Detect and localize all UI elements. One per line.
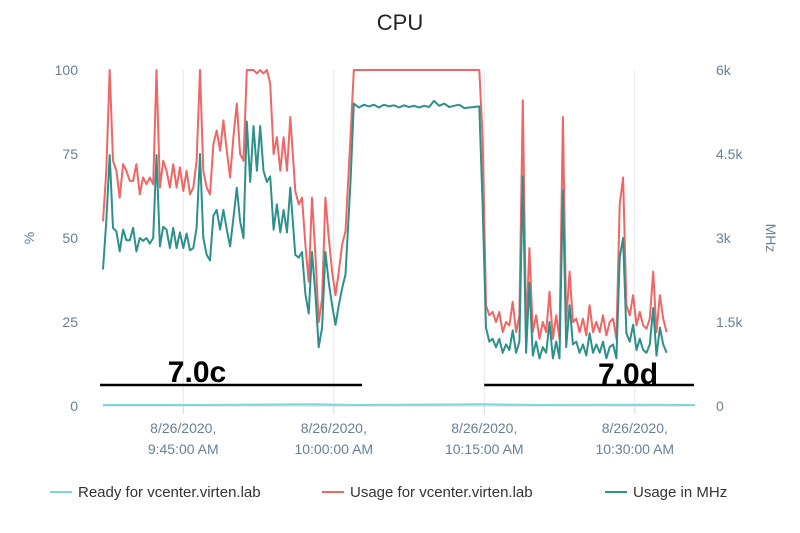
right-axis-title: MHz [763, 224, 779, 253]
legend-label: Ready for vcenter.virten.lab [78, 484, 261, 501]
legend-label: Usage for vcenter.virten.lab [350, 484, 533, 501]
series-line-3 [102, 99, 668, 360]
x-tick-label: 10:00:00 AM [294, 441, 373, 457]
chart-title: CPU [377, 10, 423, 35]
annotation-label: 7.0c [168, 356, 226, 389]
right-tick-label: 4.5k [716, 146, 743, 162]
right-tick-label: 6k [716, 62, 732, 78]
x-tick-label: 8/26/2020, [451, 420, 517, 436]
series-layer [102, 69, 696, 406]
legend-item[interactable]: Usage for vcenter.virten.lab [322, 484, 533, 501]
left-axis: 0 25 50 75 100 [55, 62, 79, 414]
legend-item[interactable]: Ready for vcenter.virten.lab [50, 484, 261, 501]
x-tick-label: 8/26/2020, [150, 420, 216, 436]
x-tick-label: 8/26/2020, [602, 420, 668, 436]
x-tick-label: 9:45:00 AM [148, 441, 219, 457]
series-line-1 [103, 403, 696, 406]
legend[interactable]: Ready for vcenter.virten.lab Usage for vc… [50, 484, 727, 501]
left-tick-label: 0 [70, 398, 78, 414]
x-tick-label: 10:15:00 AM [445, 441, 524, 457]
left-tick-label: 25 [62, 314, 78, 330]
right-tick-label: 3k [716, 230, 732, 246]
left-tick-label: 75 [62, 146, 78, 162]
legend-item[interactable]: Usage in MHz [605, 484, 727, 501]
left-tick-label: 100 [55, 62, 79, 78]
annotation-layer: 7.0c 7.0d [100, 356, 694, 391]
x-tick-label: 10:30:00 AM [595, 441, 674, 457]
left-tick-label: 50 [62, 230, 78, 246]
left-axis-title: % [21, 232, 37, 244]
series-line-2 [102, 69, 668, 340]
right-axis: 0 1.5k 3k 4.5k 6k [716, 62, 743, 414]
x-axis: 8/26/2020, 9:45:00 AM 8/26/2020, 10:00:00 A… [148, 406, 674, 457]
annotation-label: 7.0d [598, 358, 658, 391]
right-tick-label: 1.5k [716, 314, 743, 330]
x-tick-label: 8/26/2020, [301, 420, 367, 436]
right-tick-label: 0 [716, 398, 724, 414]
legend-label: Usage in MHz [633, 484, 727, 501]
grid-lines [182, 70, 636, 406]
